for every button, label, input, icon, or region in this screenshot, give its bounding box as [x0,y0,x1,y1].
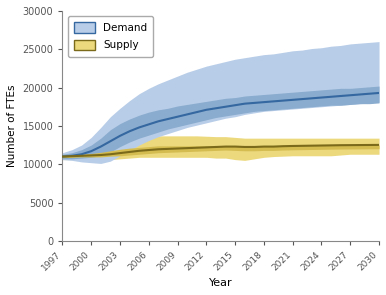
Y-axis label: Number of FTEs: Number of FTEs [7,85,17,167]
Legend: Demand, Supply: Demand, Supply [68,16,153,57]
X-axis label: Year: Year [209,278,232,288]
